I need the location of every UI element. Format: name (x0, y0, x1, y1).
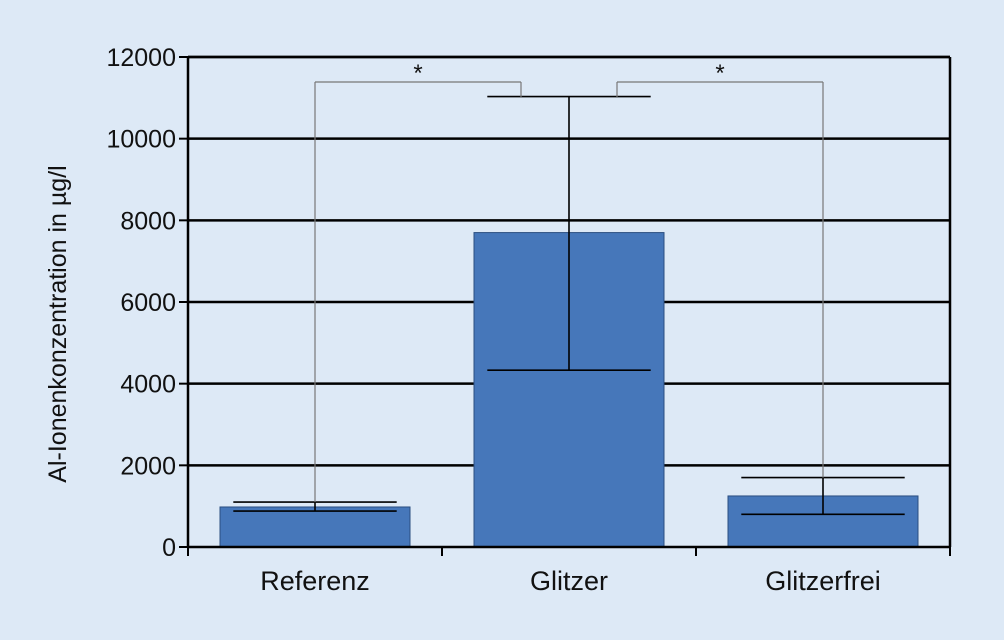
bar (219, 506, 411, 548)
x-tick-label: Glitzerfrei (765, 566, 881, 596)
axes (179, 55, 952, 556)
y-tick-label: 8000 (120, 207, 176, 235)
y-tick-label: 6000 (120, 289, 176, 317)
y-tick-label: 12000 (106, 44, 176, 72)
significance-star: * (715, 60, 724, 87)
x-tick-label: Glitzer (530, 566, 608, 596)
y-tick-label: 2000 (120, 452, 176, 480)
significance-star: * (413, 60, 422, 87)
x-tick-label: Referenz (260, 566, 370, 596)
labels: 0 2000 4000 6000 8000 10000 12000 Referenz Glitz… (106, 44, 880, 596)
y-tick-label: 10000 (106, 126, 176, 154)
significance-brackets: * * (314, 60, 824, 503)
y-axis-label: Al-Ionenkonzentration in µg/l (44, 165, 72, 482)
y-tick-label: 0 (162, 534, 176, 562)
y-tick-label: 4000 (120, 371, 176, 399)
